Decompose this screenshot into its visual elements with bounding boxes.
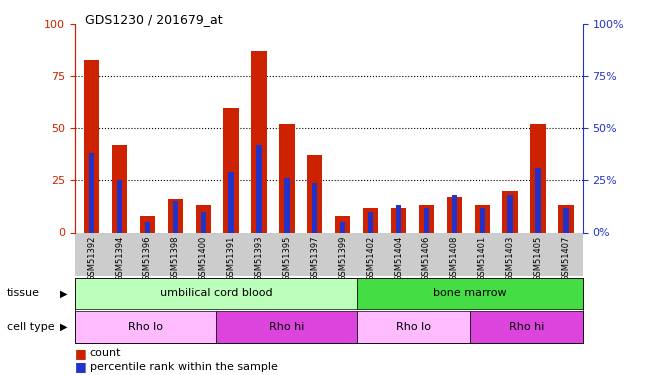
Text: bone marrow: bone marrow [433, 288, 506, 298]
Bar [531, 124, 546, 232]
Text: percentile rank within the sample: percentile rank within the sample [90, 362, 278, 372]
Bar [284, 178, 290, 232]
Text: Rho hi: Rho hi [508, 322, 544, 332]
Text: ▶: ▶ [60, 288, 68, 298]
Bar [168, 199, 183, 232]
Bar [112, 145, 127, 232]
Bar [201, 211, 206, 232]
Text: Rho lo: Rho lo [396, 322, 431, 332]
Bar [223, 108, 239, 232]
Text: cell type: cell type [7, 322, 54, 332]
Bar [251, 51, 267, 232]
Text: tissue: tissue [7, 288, 40, 298]
Bar [117, 180, 122, 232]
Bar [447, 197, 462, 232]
Text: GDS1230 / 201679_at: GDS1230 / 201679_at [85, 13, 222, 26]
Bar [335, 216, 350, 232]
Bar [396, 206, 401, 232]
Text: count: count [90, 348, 121, 358]
Text: ▶: ▶ [60, 322, 68, 332]
Bar [452, 195, 457, 232]
Bar [89, 153, 94, 232]
Bar [391, 207, 406, 232]
Bar [307, 156, 322, 232]
Bar [368, 211, 373, 232]
Bar [279, 124, 294, 232]
Bar [480, 207, 485, 232]
Text: umbilical cord blood: umbilical cord blood [159, 288, 272, 298]
Bar [475, 206, 490, 232]
Text: Rho lo: Rho lo [128, 322, 163, 332]
Bar [558, 206, 574, 232]
Text: ■: ■ [75, 347, 87, 360]
Bar [363, 207, 378, 232]
Bar [535, 168, 541, 232]
Bar [84, 60, 99, 232]
Bar [140, 216, 155, 232]
Bar [563, 207, 568, 232]
Bar [507, 195, 513, 232]
Bar [195, 206, 211, 232]
Text: Rho hi: Rho hi [269, 322, 304, 332]
Bar [173, 201, 178, 232]
Bar [503, 191, 518, 232]
Text: ■: ■ [75, 360, 87, 373]
Bar [419, 206, 434, 232]
Bar [312, 183, 318, 232]
Bar [256, 145, 262, 232]
Bar [145, 222, 150, 232]
Bar [340, 222, 346, 232]
Bar [424, 207, 429, 232]
Bar [229, 172, 234, 232]
